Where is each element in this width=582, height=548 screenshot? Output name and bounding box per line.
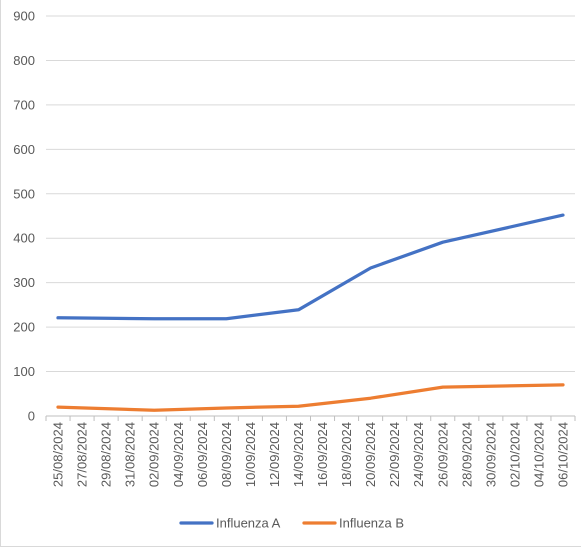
y-tick-label: 0 xyxy=(28,409,35,424)
gridlines xyxy=(46,15,575,417)
x-tick-label: 30/09/2024 xyxy=(483,422,498,487)
x-tick-label: 02/09/2024 xyxy=(147,422,162,487)
x-tick-label: 14/09/2024 xyxy=(291,422,306,487)
x-tick-label: 06/09/2024 xyxy=(195,422,210,487)
x-tick-label: 28/09/2024 xyxy=(459,422,474,487)
x-tick-label: 31/08/2024 xyxy=(123,422,138,487)
y-tick-label: 300 xyxy=(13,275,35,290)
x-tick-label: 26/09/2024 xyxy=(435,422,450,487)
x-tick-label: 24/09/2024 xyxy=(411,422,426,487)
x-tick-label: 12/09/2024 xyxy=(267,422,282,487)
y-tick-label: 100 xyxy=(13,364,35,379)
series-line-influenza-b xyxy=(56,383,565,412)
y-tick-label: 200 xyxy=(13,320,35,335)
x-tick-label: 02/10/2024 xyxy=(507,422,522,487)
y-tick-label: 400 xyxy=(13,231,35,246)
y-tick-label: 500 xyxy=(13,186,35,201)
x-tick-label: 22/09/2024 xyxy=(387,422,402,487)
x-tick-label: 10/09/2024 xyxy=(243,422,258,487)
x-tick-label: 08/09/2024 xyxy=(219,422,234,487)
y-tick-label: 800 xyxy=(13,53,35,68)
x-tick-label: 04/09/2024 xyxy=(171,422,186,487)
x-tick-label: 18/09/2024 xyxy=(339,422,354,487)
x-tick-label: 29/08/2024 xyxy=(99,422,114,487)
x-tick-label: 06/10/2024 xyxy=(555,422,570,487)
y-tick-label: 900 xyxy=(13,9,35,24)
x-tick-label: 16/09/2024 xyxy=(315,422,330,487)
x-tick-label: 25/08/2024 xyxy=(51,422,66,487)
y-tick-label: 700 xyxy=(13,97,35,112)
legend-label: Influenza B xyxy=(339,516,404,531)
x-tick-label: 27/08/2024 xyxy=(75,422,90,487)
y-tick-label: 600 xyxy=(13,142,35,157)
x-tick-label: 20/09/2024 xyxy=(363,422,378,487)
x-tick-label: 04/10/2024 xyxy=(531,422,546,487)
legend-label: Influenza A xyxy=(216,516,281,531)
series-line-influenza-a xyxy=(56,213,565,321)
